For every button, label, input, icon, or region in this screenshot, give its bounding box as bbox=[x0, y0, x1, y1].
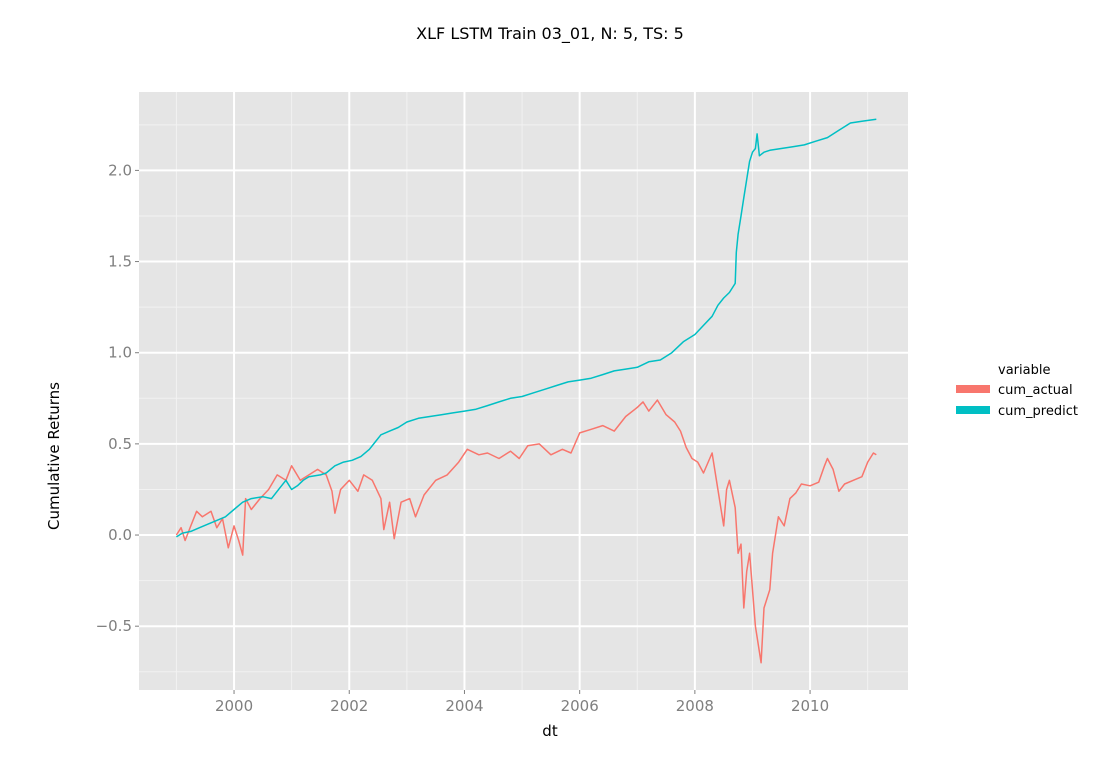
plot-panel-background bbox=[139, 92, 908, 690]
y-tick-label: 2.0 bbox=[108, 161, 132, 179]
y-tick-label: 1.5 bbox=[108, 253, 132, 271]
legend-key-cum_predict bbox=[956, 406, 990, 414]
y-tick-label: 0.5 bbox=[108, 435, 132, 453]
x-tick-label: 2006 bbox=[561, 697, 599, 715]
legend-label-cum_actual: cum_actual bbox=[998, 383, 1073, 398]
y-axis-title: Cumulative Returns bbox=[45, 382, 63, 530]
x-axis-title: dt bbox=[542, 722, 558, 740]
x-tick-label: 2010 bbox=[791, 697, 829, 715]
legend-key-cum_actual bbox=[956, 385, 990, 393]
y-tick-label: 0.0 bbox=[108, 526, 132, 544]
x-tick-label: 2002 bbox=[330, 697, 368, 715]
legend-title: variable bbox=[998, 363, 1050, 378]
x-tick-label: 2004 bbox=[445, 697, 483, 715]
y-tick-label: 1.0 bbox=[108, 344, 132, 362]
y-tick-label: −0.5 bbox=[96, 617, 132, 635]
x-tick-label: 2000 bbox=[215, 697, 253, 715]
chart-title: XLF LSTM Train 03_01, N: 5, TS: 5 bbox=[416, 24, 684, 44]
x-tick-label: 2008 bbox=[676, 697, 714, 715]
legend-label-cum_predict: cum_predict bbox=[998, 404, 1078, 419]
